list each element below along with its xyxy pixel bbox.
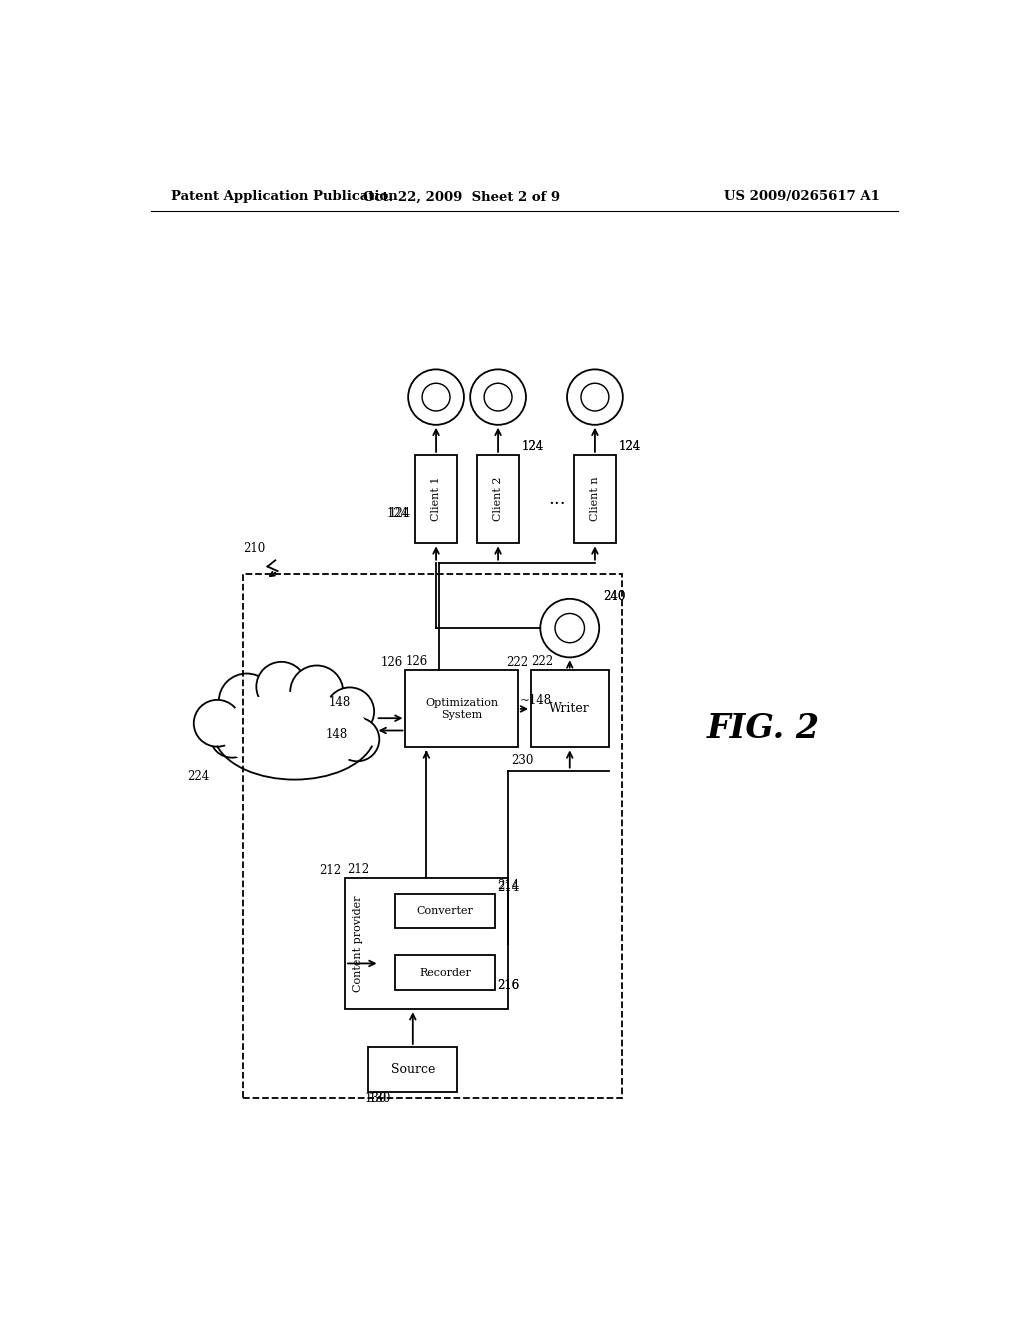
Text: Client 2: Client 2	[494, 477, 503, 521]
Text: 230: 230	[512, 754, 534, 767]
Text: 212: 212	[319, 863, 341, 876]
Circle shape	[335, 718, 379, 762]
Bar	[369, 1047, 458, 1092]
Circle shape	[219, 673, 274, 729]
Text: US 2009/0265617 A1: US 2009/0265617 A1	[724, 190, 880, 203]
Circle shape	[210, 714, 254, 758]
Text: 148: 148	[329, 696, 351, 709]
Bar	[395, 894, 495, 928]
Circle shape	[290, 665, 343, 718]
Text: 212: 212	[347, 863, 370, 876]
Text: 124: 124	[521, 440, 544, 453]
Text: 216: 216	[497, 979, 519, 993]
Text: Client n: Client n	[590, 477, 600, 521]
Text: 124: 124	[618, 441, 641, 453]
Text: 126: 126	[381, 656, 403, 669]
Text: 126: 126	[406, 655, 428, 668]
Text: 240: 240	[603, 590, 626, 603]
Circle shape	[409, 370, 464, 425]
Circle shape	[194, 700, 241, 747]
Text: 214: 214	[497, 880, 519, 894]
Text: ~148: ~148	[520, 693, 552, 706]
Text: 222: 222	[531, 655, 553, 668]
Text: Optimization
System: Optimization System	[425, 698, 499, 719]
Circle shape	[470, 370, 526, 425]
Bar	[477, 455, 519, 544]
Ellipse shape	[214, 685, 376, 780]
Text: 224: 224	[187, 771, 210, 783]
Text: 124: 124	[389, 507, 411, 520]
Bar	[345, 878, 508, 1010]
Text: 240: 240	[603, 590, 626, 603]
Text: 216: 216	[497, 979, 519, 993]
Bar	[573, 455, 616, 544]
Text: Oct. 22, 2009  Sheet 2 of 9: Oct. 22, 2009 Sheet 2 of 9	[362, 190, 560, 203]
Text: Converter: Converter	[417, 906, 473, 916]
Text: Recorder: Recorder	[419, 968, 471, 978]
Text: 124: 124	[618, 440, 641, 453]
Ellipse shape	[221, 692, 369, 772]
Bar	[406, 671, 518, 747]
Text: 214: 214	[497, 879, 519, 892]
Circle shape	[326, 688, 374, 735]
Text: FIG. 2: FIG. 2	[707, 711, 820, 744]
Text: 130: 130	[365, 1093, 387, 1106]
Bar	[531, 671, 608, 747]
Text: 222: 222	[507, 656, 528, 669]
Text: 124: 124	[521, 441, 544, 453]
Text: Content provider: Content provider	[352, 895, 362, 993]
Circle shape	[541, 599, 599, 657]
Text: Source: Source	[390, 1063, 435, 1076]
Bar	[415, 455, 458, 544]
Bar	[243, 574, 623, 1098]
Text: 124: 124	[386, 507, 409, 520]
Bar	[395, 956, 495, 990]
Text: 210: 210	[243, 543, 265, 554]
Text: 148: 148	[326, 729, 347, 742]
Text: 130: 130	[369, 1093, 390, 1106]
Circle shape	[256, 661, 306, 711]
Text: Client 1: Client 1	[431, 477, 441, 521]
Text: ...: ...	[548, 490, 565, 508]
Text: Writer: Writer	[549, 702, 590, 715]
Text: Patent Application Publication: Patent Application Publication	[171, 190, 397, 203]
Circle shape	[567, 370, 623, 425]
